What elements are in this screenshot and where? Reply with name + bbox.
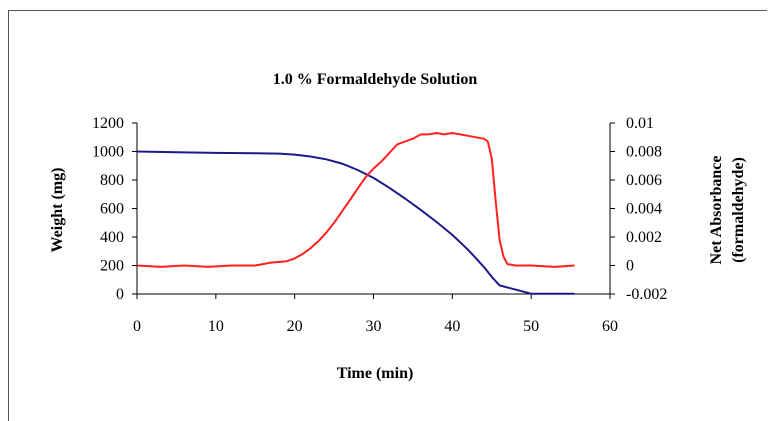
x-tick-label: 0: [133, 318, 141, 335]
series-layer: [136, 132, 575, 295]
chart-frame: [8, 10, 767, 421]
y2-tick-label: 0: [626, 258, 634, 275]
x-axis-title: Time (min): [337, 365, 414, 382]
y-tick-label: 0: [116, 286, 124, 303]
y2-axis-title-line2: (formaldehyde): [730, 157, 747, 263]
x-tick-label: 10: [208, 318, 224, 335]
y2-tick-label: -0.002: [626, 286, 667, 303]
y-axis-title: Weight (mg): [49, 168, 66, 253]
y-tick-label: 600: [100, 201, 124, 218]
tick-labels: 0 10 20 30 40 50 60020040060080010001200-0.002…: [92, 115, 667, 335]
y2-tick-label: 0.006: [626, 172, 662, 189]
x-tick-label: 30: [366, 318, 382, 335]
weight-series-line: [136, 150, 575, 295]
y-tick-label: 400: [100, 229, 124, 246]
y2-axis-title-line1: Net Absorbance: [708, 156, 725, 265]
y-tick-label: 1200: [92, 115, 124, 132]
chart-title: 1.0 % Formaldehyde Solution: [273, 71, 478, 88]
absorbance-series-line: [136, 132, 575, 268]
x-tick-label: 50: [523, 318, 539, 335]
x-tick-label: 20: [287, 318, 303, 335]
axes: [132, 122, 615, 299]
y-tick-label: 1000: [92, 144, 124, 161]
x-tick-label: 60: [602, 318, 618, 335]
y2-tick-label: 0.01: [626, 115, 654, 132]
y2-tick-label: 0.002: [626, 229, 662, 246]
x-tick-label: 40: [444, 318, 460, 335]
y2-tick-label: 0.004: [626, 201, 662, 218]
y2-tick-label: 0.008: [626, 144, 662, 161]
y-tick-label: 800: [100, 172, 124, 189]
y-tick-label: 200: [100, 258, 124, 275]
